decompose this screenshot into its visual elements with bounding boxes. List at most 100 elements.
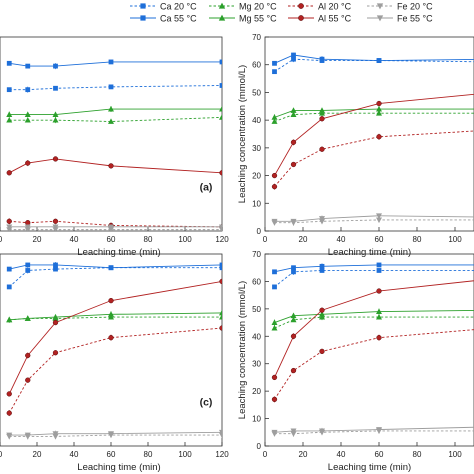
series-mg-20-c	[6, 313, 222, 323]
data-point	[6, 266, 12, 272]
x-tick-label: 120	[215, 235, 229, 244]
data-point	[290, 220, 297, 226]
data-point	[376, 58, 382, 63]
data-point	[6, 227, 13, 231]
data-point	[376, 217, 382, 224]
data-point	[25, 262, 31, 268]
data-point	[291, 269, 296, 275]
data-point	[52, 350, 59, 356]
x-tick-label: 20	[299, 235, 308, 244]
data-point	[290, 367, 297, 374]
data-point	[24, 315, 31, 321]
legend-label: Al 55 °C	[318, 14, 352, 24]
y-tick-label: 0	[257, 442, 262, 451]
y-tick-label: 60	[252, 277, 261, 286]
x-tick-label: 20	[299, 450, 308, 459]
data-point	[6, 316, 13, 323]
legend-label: Ca 55 °C	[160, 14, 197, 24]
series-al-55-c	[271, 93, 474, 179]
x-axis-label: Leaching time (min)	[328, 462, 411, 473]
data-point	[219, 429, 222, 436]
series-line	[9, 61, 222, 67]
data-point	[271, 118, 278, 124]
data-point	[219, 262, 222, 268]
data-point	[219, 313, 222, 320]
series-ca-20-c	[272, 268, 474, 290]
data-point	[53, 63, 58, 69]
data-point	[53, 262, 58, 268]
data-point	[219, 265, 222, 271]
data-point	[219, 114, 222, 120]
data-point	[319, 58, 325, 63]
x-axis-ticks: 0 20 40 60 80 100	[263, 227, 462, 244]
data-point	[52, 434, 59, 440]
series-line	[274, 329, 474, 400]
legend-label: Al 20 °C	[318, 2, 352, 12]
data-point	[6, 111, 13, 117]
legend-item-mg-55-c: Mg 55 °C	[209, 14, 277, 24]
panel-bottom-right: 0 20 40 60 80 100 0 10 20 30 40 50 60 70 Leaching time…	[237, 250, 474, 473]
series-al-55-c	[271, 280, 474, 381]
data-point	[319, 110, 325, 116]
data-point	[376, 110, 382, 116]
data-point	[53, 85, 58, 91]
legend-item-ca-20-c: Ca 20 °C	[130, 2, 197, 12]
data-point	[290, 312, 297, 319]
y-tick-label: 20	[252, 387, 261, 396]
series-line	[9, 85, 222, 91]
panel-bottom-left: 0 20 40 60 80 100 120 Leaching time (min) (c)	[0, 253, 229, 473]
x-tick-label: 100	[448, 235, 462, 244]
series-fe-55-c	[6, 223, 222, 231]
x-tick-label: 0	[263, 450, 268, 459]
x-tick-label: 80	[413, 450, 422, 459]
data-point	[52, 116, 59, 123]
series-line	[9, 116, 222, 122]
y-axis-label: Leaching concentration (mmol/L)	[237, 281, 248, 419]
data-point	[290, 431, 297, 437]
data-point	[219, 83, 222, 88]
legend-marker	[376, 3, 384, 10]
data-point	[52, 218, 59, 224]
series-al-20-c	[271, 130, 474, 190]
data-point	[25, 220, 31, 226]
series-group	[271, 262, 474, 437]
legend-label: Fe 20 °C	[397, 2, 433, 12]
series-al-55-c	[6, 156, 222, 176]
x-tick-label: 20	[33, 450, 42, 459]
legend-label: Fe 55 °C	[397, 14, 433, 24]
data-point	[291, 265, 296, 271]
data-point	[319, 218, 325, 225]
x-tick-label: 100	[448, 450, 462, 459]
data-point	[25, 352, 31, 359]
data-point	[319, 116, 325, 122]
x-tick-label: 80	[144, 450, 153, 459]
data-point	[319, 307, 325, 313]
panel-label: (c)	[200, 397, 213, 409]
x-axis-label: Leaching time (min)	[77, 247, 160, 258]
data-point	[52, 227, 59, 231]
data-point	[376, 308, 382, 314]
panels: 020406080100120Leaching time (min)(a)020…	[0, 33, 474, 473]
data-point	[272, 269, 277, 275]
series-mg-20-c	[271, 110, 474, 124]
y-tick-label: 30	[252, 360, 261, 369]
legend-marker	[218, 2, 226, 9]
x-tick-label: 40	[70, 235, 79, 244]
data-point	[319, 429, 325, 436]
data-point	[24, 116, 31, 123]
legend-marker	[376, 15, 384, 22]
data-point	[25, 377, 31, 383]
legend-label: Ca 20 °C	[160, 2, 197, 12]
data-point	[319, 263, 325, 269]
data-point	[219, 105, 222, 112]
y-tick-label: 70	[252, 33, 261, 42]
series-mg-55-c	[6, 105, 222, 118]
data-point	[272, 284, 277, 290]
data-point	[271, 114, 278, 120]
series-al-20-c	[6, 218, 222, 230]
series-fe-55-c	[271, 426, 474, 436]
legend-marker	[298, 3, 304, 9]
data-point	[108, 227, 114, 231]
legend-item-al-55-c: Al 55 °C	[288, 14, 352, 24]
series-line	[274, 270, 474, 288]
